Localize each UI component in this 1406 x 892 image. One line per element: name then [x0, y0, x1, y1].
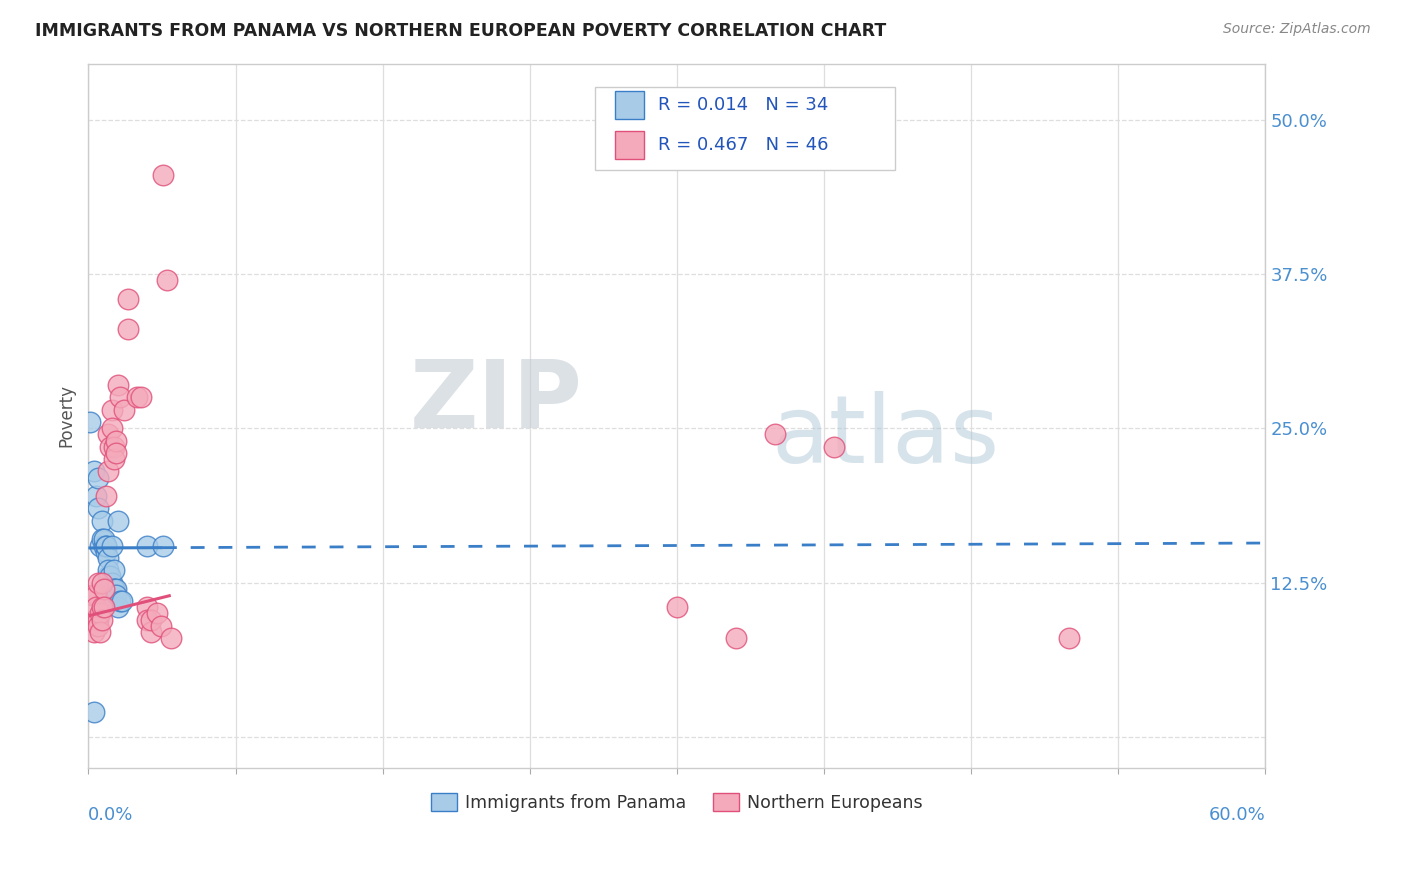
Point: [84, 600, 107, 615]
Point: [107, 514, 129, 528]
Point: [101, 421, 124, 435]
Point: [84, 588, 107, 602]
Point: [93, 600, 115, 615]
Point: [91, 600, 114, 615]
Point: [823, 440, 845, 454]
Point: [117, 292, 139, 306]
Point: [98, 575, 121, 590]
Point: [87, 501, 110, 516]
Point: [84, 489, 107, 503]
Point: [91, 514, 114, 528]
Point: [93, 533, 115, 547]
Y-axis label: Poverty: Poverty: [58, 384, 75, 448]
Point: [87, 575, 110, 590]
Point: [89, 624, 111, 639]
Point: [94, 489, 117, 503]
Point: [101, 575, 124, 590]
Point: [91, 613, 114, 627]
Point: [97, 569, 120, 583]
Point: [98, 440, 121, 454]
Point: [136, 600, 159, 615]
Point: [97, 427, 120, 442]
Text: R = 0.014   N = 34: R = 0.014 N = 34: [658, 96, 828, 114]
Point: [107, 378, 129, 392]
Point: [103, 582, 125, 596]
Point: [104, 582, 127, 596]
Point: [104, 446, 127, 460]
Point: [117, 322, 139, 336]
Point: [149, 619, 172, 633]
Point: [87, 619, 110, 633]
Bar: [614, 91, 644, 120]
Point: [83, 705, 105, 719]
Point: [103, 452, 125, 467]
Point: [127, 390, 149, 404]
Point: [93, 582, 115, 596]
Point: [93, 539, 115, 553]
Point: [1059, 631, 1081, 645]
Point: [101, 539, 124, 553]
Point: [87, 613, 110, 627]
Legend: Immigrants from Panama, Northern Europeans: Immigrants from Panama, Northern Europea…: [423, 786, 929, 819]
Point: [131, 390, 153, 404]
Point: [107, 600, 129, 615]
Point: [104, 434, 127, 448]
FancyBboxPatch shape: [595, 87, 894, 169]
Point: [98, 569, 121, 583]
Bar: [614, 131, 644, 160]
Point: [152, 539, 174, 553]
Point: [97, 550, 120, 565]
Point: [98, 582, 121, 596]
Text: R = 0.467   N = 46: R = 0.467 N = 46: [658, 136, 828, 154]
Point: [156, 273, 179, 287]
Point: [83, 624, 105, 639]
Point: [83, 613, 105, 627]
Point: [91, 533, 114, 547]
Point: [104, 588, 127, 602]
Point: [152, 168, 174, 182]
Point: [103, 440, 125, 454]
Point: [763, 427, 786, 442]
Point: [83, 465, 105, 479]
Point: [665, 600, 688, 615]
Point: [103, 582, 125, 596]
Text: IMMIGRANTS FROM PANAMA VS NORTHERN EUROPEAN POVERTY CORRELATION CHART: IMMIGRANTS FROM PANAMA VS NORTHERN EUROP…: [35, 22, 886, 40]
Text: atlas: atlas: [770, 391, 1000, 483]
Point: [97, 465, 120, 479]
Point: [141, 624, 163, 639]
Point: [89, 539, 111, 553]
Point: [94, 539, 117, 553]
Point: [108, 594, 131, 608]
Point: [136, 613, 159, 627]
Text: 60.0%: 60.0%: [1209, 806, 1265, 824]
Point: [724, 631, 747, 645]
Point: [97, 563, 120, 577]
Point: [82, 588, 104, 602]
Text: Source: ZipAtlas.com: Source: ZipAtlas.com: [1223, 22, 1371, 37]
Point: [136, 539, 159, 553]
Point: [111, 594, 134, 608]
Point: [89, 607, 111, 621]
Point: [79, 415, 101, 429]
Point: [87, 470, 110, 484]
Point: [112, 402, 135, 417]
Point: [146, 607, 169, 621]
Point: [101, 402, 124, 417]
Point: [103, 563, 125, 577]
Point: [159, 631, 181, 645]
Point: [91, 575, 114, 590]
Text: ZIP: ZIP: [411, 356, 582, 448]
Text: 0.0%: 0.0%: [89, 806, 134, 824]
Point: [94, 544, 117, 558]
Point: [98, 588, 121, 602]
Point: [108, 390, 131, 404]
Point: [94, 539, 117, 553]
Point: [141, 613, 163, 627]
